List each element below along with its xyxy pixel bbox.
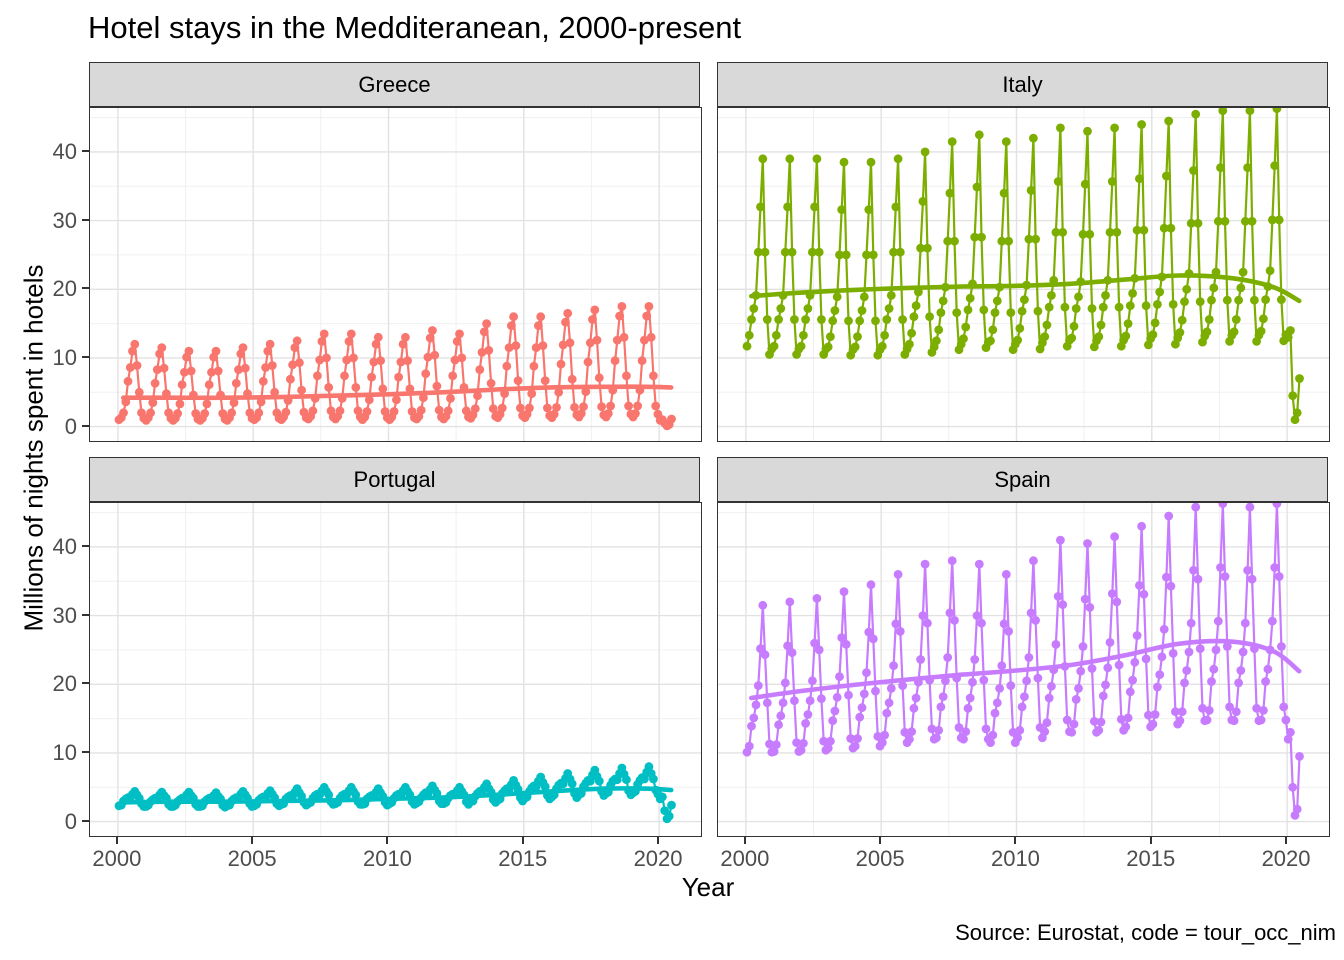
x-axis-tick: [115, 837, 118, 844]
x-axis-tick: [743, 837, 746, 844]
facet-plot-area: [717, 107, 1330, 442]
x-axis-tick: [386, 837, 389, 844]
x-tick-label: 2010: [990, 846, 1040, 871]
y-tick-label: 0: [64, 808, 77, 834]
y-tick-label: 10: [52, 739, 77, 765]
trend-line: [749, 273, 1302, 304]
y-axis-tick: [82, 218, 89, 221]
x-axis-tick: [657, 837, 660, 844]
y-axis-tick: [82, 287, 89, 290]
source-caption: Source: Eurostat, code = tour_occ_nim: [955, 920, 1336, 945]
y-axis-tick: [82, 149, 89, 152]
trend-line: [749, 638, 1302, 701]
y-axis-tick: [82, 613, 89, 616]
y-tick-label: 20: [52, 276, 77, 302]
y-axis-tick: [82, 750, 89, 753]
facet-plot-area: [717, 502, 1330, 837]
trend-line: [121, 384, 674, 401]
x-axis-tick: [879, 837, 882, 844]
y-tick-label: 40: [52, 138, 77, 164]
facet-strip-label: Spain: [717, 457, 1328, 502]
facet-strip-label: Italy: [717, 62, 1328, 107]
y-tick-label: 20: [52, 671, 77, 697]
x-axis-tick: [1014, 837, 1017, 844]
x-tick-label: 2000: [720, 846, 770, 871]
y-tick-label: 40: [52, 533, 77, 559]
data-points: [742, 503, 1304, 820]
x-tick-label: 2020: [1261, 846, 1311, 871]
x-axis-tick: [521, 837, 524, 844]
facet-greece: Greece 0 10 20 30 40: [53, 62, 702, 442]
y-axis-tick: [82, 424, 89, 427]
trend-line: [121, 786, 674, 805]
y-tick-label: 0: [64, 413, 77, 439]
chart-title: Hotel stays in the Medditeranean, 2000-p…: [88, 10, 742, 45]
x-tick-label: 2005: [227, 846, 277, 871]
facet-plot-area: [89, 107, 702, 442]
y-axis-tick: [82, 544, 89, 547]
data-points: [114, 302, 676, 431]
x-tick-label: 2000: [92, 846, 142, 871]
y-tick-label: 30: [52, 207, 77, 233]
y-axis-title: Millions of nights spent in hotels: [18, 264, 49, 632]
facet-strip-label: Portugal: [89, 457, 700, 502]
facet-spain: Spain 2000 2005 2010 2015 2020: [717, 457, 1330, 871]
x-tick-label: 2020: [633, 846, 683, 871]
y-axis-tick: [82, 819, 89, 822]
x-axis-tick: [1285, 837, 1288, 844]
y-tick-label: 30: [52, 602, 77, 628]
x-tick-label: 2010: [362, 846, 412, 871]
y-axis-tick: [82, 355, 89, 358]
x-axis-tick: [1149, 837, 1152, 844]
facet-portugal: Portugal 0 10 20 30 40 2000 2005 2010 2015 2020: [53, 457, 702, 871]
facet-plot-area: [89, 502, 702, 837]
x-tick-label: 2005: [855, 846, 905, 871]
x-axis-title: Year: [681, 872, 735, 902]
facet-strip-label: Greece: [89, 62, 700, 107]
x-axis-tick: [251, 837, 254, 844]
facet-italy: Italy: [717, 62, 1330, 442]
x-tick-label: 2015: [498, 846, 548, 871]
x-tick-label: 2015: [1126, 846, 1176, 871]
y-axis-tick: [82, 682, 89, 685]
y-tick-label: 10: [52, 344, 77, 370]
